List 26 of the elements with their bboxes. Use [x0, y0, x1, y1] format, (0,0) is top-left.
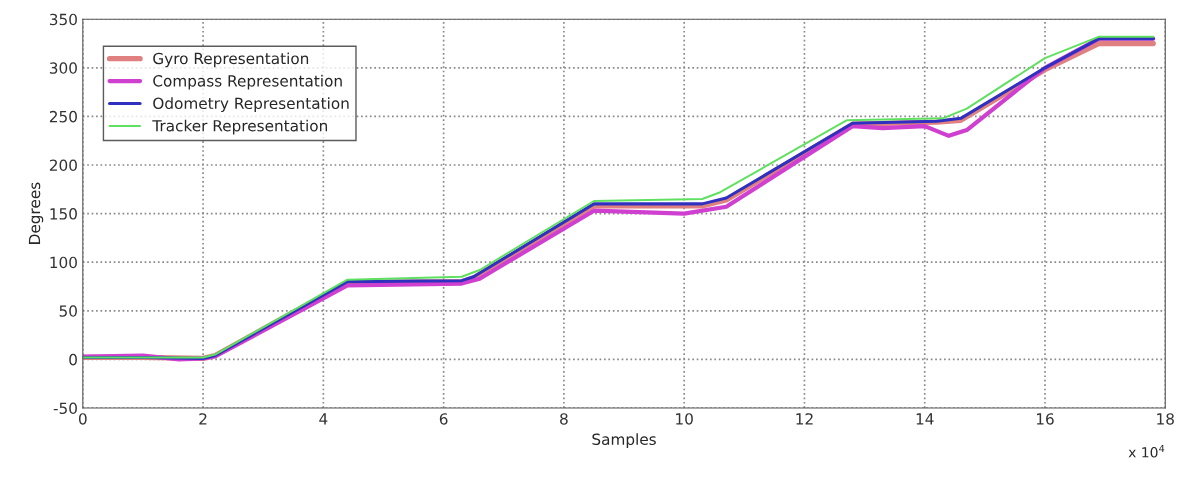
legend-label: Compass Representation — [153, 74, 342, 90]
x-axis-title: Samples — [592, 433, 656, 448]
x-tick-label: 0 — [78, 413, 87, 425]
x-tick-label: 12 — [796, 413, 813, 425]
y-tick-label: 0 — [69, 353, 77, 366]
x-tick-label: 16 — [1036, 413, 1054, 425]
text: x 10$^{4}$ — [1128, 444, 1165, 458]
y-tick-label: 300 — [49, 62, 77, 74]
x-tick-label: 2 — [199, 413, 207, 425]
legend-label: Gyro Representation — [153, 52, 309, 68]
y-tick-label: -50 — [53, 402, 77, 415]
y-tick-label: 150 — [50, 208, 77, 220]
legend-label: Odometry Representation — [153, 97, 349, 113]
x-tick-label: 10 — [676, 413, 693, 425]
legend-label: Tracker Representation — [152, 119, 327, 135]
y-tick-label: 350 — [49, 13, 77, 26]
x-tick-label: 14 — [916, 413, 934, 425]
y-tick-label: 100 — [50, 256, 77, 269]
y-tick-label: 200 — [49, 159, 77, 172]
y-axis-title: Degrees — [28, 182, 44, 244]
x-tick-label: 4 — [319, 413, 328, 425]
x-tick-label: 18 — [1157, 413, 1174, 425]
x-tick-label: 8 — [560, 413, 568, 425]
y-tick-label: 250 — [49, 110, 77, 123]
x-tick-label: 6 — [439, 413, 448, 425]
y-tick-label: 50 — [59, 305, 77, 317]
